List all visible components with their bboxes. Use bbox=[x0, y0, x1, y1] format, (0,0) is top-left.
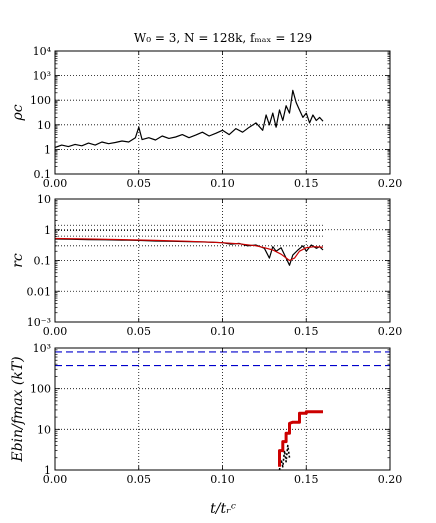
x-tick-label: 0.05 bbox=[127, 325, 152, 338]
series-line-1 bbox=[54, 238, 324, 266]
x-tick-label: 0.10 bbox=[210, 177, 235, 190]
x-axis-label: t/tᵣᶜ bbox=[210, 501, 236, 517]
y-tick-label: 1 bbox=[44, 224, 51, 237]
x-tick-label: 0.15 bbox=[294, 177, 319, 190]
figure-title: W₀ = 3, N = 128k, fₘₐₓ = 129 bbox=[134, 31, 312, 45]
x-tick-label: 0.10 bbox=[210, 325, 235, 338]
y-tick-label: 10 bbox=[37, 423, 51, 436]
x-tick-label: 0.05 bbox=[127, 177, 152, 190]
y-axis-label: ρc bbox=[10, 104, 26, 121]
panel-3: 0.00 0.05 0.10 0.15 0.20 1 10 100 10³ Ebin/fmax (… bbox=[10, 342, 402, 486]
x-tick-label: 0.15 bbox=[294, 473, 319, 486]
y-tick-label: 10⁴ bbox=[33, 45, 52, 58]
panel-1: 0.00 0.05 0.10 0.15 0.20 0.1 1 10 100 10³ 10⁴ ρc bbox=[10, 45, 402, 190]
panel-2: 0.00 0.05 0.10 0.15 0.20 10⁻³ 0.01 0.1 1 10 rc bbox=[10, 193, 402, 338]
y-tick-label: 10⁻³ bbox=[27, 316, 51, 329]
series-line-4 bbox=[278, 410, 323, 467]
x-tick-label: 0.00 bbox=[43, 473, 68, 486]
x-tick-label: 0.00 bbox=[43, 325, 68, 338]
x-tick-label: 0.20 bbox=[378, 473, 403, 486]
y-tick-label: 1 bbox=[44, 464, 51, 477]
y-tick-label: 10 bbox=[37, 119, 51, 132]
x-tick-label: 0.20 bbox=[378, 325, 403, 338]
series-line-3 bbox=[278, 444, 291, 471]
panels: 0.00 0.05 0.10 0.15 0.200.111010010³10⁴ρc0.0… bbox=[10, 45, 402, 486]
y-tick-label: 10³ bbox=[33, 342, 51, 355]
y-tick-label: 0.1 bbox=[34, 168, 52, 181]
x-tick-label: 0.00 bbox=[43, 177, 68, 190]
y-tick-label: 10 bbox=[37, 193, 51, 206]
y-tick-label: 0.01 bbox=[27, 285, 52, 298]
series-line-1 bbox=[54, 89, 324, 149]
y-tick-label: 100 bbox=[30, 94, 51, 107]
y-axis-label: rc bbox=[10, 253, 26, 268]
x-tick-label: 0.10 bbox=[210, 473, 235, 486]
y-tick-label: 10³ bbox=[33, 70, 51, 83]
y-tick-label: 100 bbox=[30, 383, 51, 396]
x-tick-label: 0.15 bbox=[294, 325, 319, 338]
series-line-2 bbox=[54, 237, 324, 262]
x-tick-label: 0.05 bbox=[127, 473, 152, 486]
y-tick-label: 1 bbox=[44, 143, 51, 156]
y-axis-label: Ebin/fmax (kT) bbox=[10, 356, 26, 462]
x-tick-label: 0.20 bbox=[378, 177, 403, 190]
y-tick-label: 0.1 bbox=[34, 255, 52, 268]
